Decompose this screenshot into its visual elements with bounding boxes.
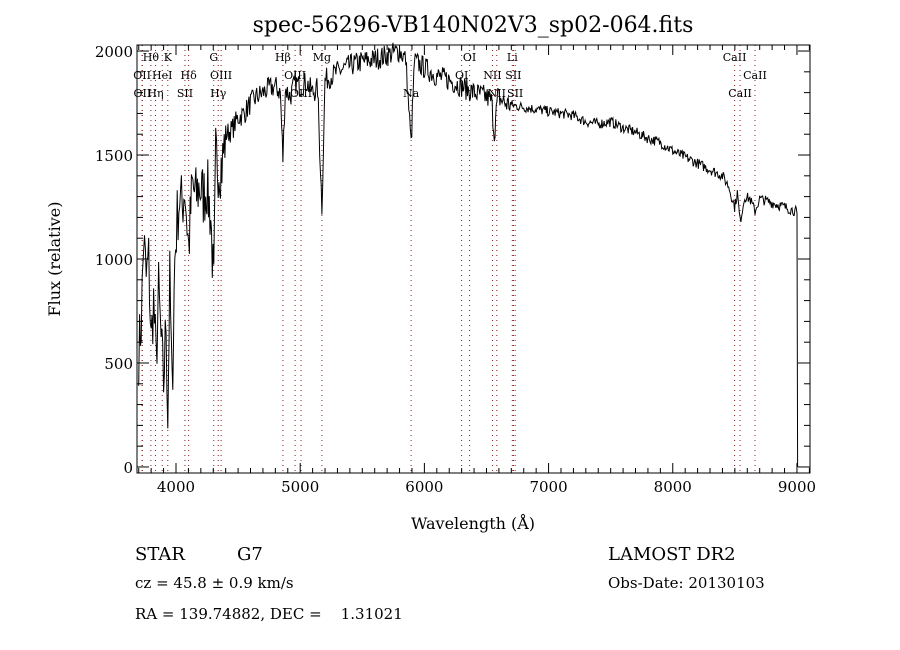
spectral-line-label: Hθ — [143, 51, 160, 64]
spectrum-series — [138, 42, 799, 468]
y-tick-label: 2000 — [95, 43, 133, 61]
plot-frame — [136, 44, 811, 474]
y-tick-label: 1500 — [95, 147, 133, 165]
x-tick-label: 4000 — [157, 478, 195, 496]
spectral-line-label: Hδ — [181, 69, 198, 82]
subclass: G7 — [237, 544, 263, 565]
spectral-line-label: Li — [507, 51, 518, 64]
spectral-line-label: HeI — [152, 69, 172, 82]
y-axis-label: Flux (relative) — [45, 202, 64, 317]
spectral-line-label: G — [209, 51, 218, 64]
x-tick-label: 8000 — [654, 478, 692, 496]
x-tick-label: 6000 — [405, 478, 443, 496]
coordinates: RA = 139.74882, DEC = 1.31021 — [135, 605, 403, 623]
x-tick-label: 7000 — [529, 478, 567, 496]
axis-ticks: 4000 5000 6000 7000 8000 9000 0 500 1000 1500 2000 — [95, 43, 816, 496]
object-class: STAR — [135, 544, 185, 565]
spectral-line-label: OI — [463, 51, 476, 64]
spectral-line-label: CaII — [743, 69, 767, 82]
spectral-line-label: CaII — [723, 51, 747, 64]
y-tick-label: 1000 — [95, 251, 133, 269]
spectral-line-label: NII — [488, 87, 506, 100]
y-tick-label: 0 — [123, 459, 133, 477]
spectral-line-label: CaII — [728, 87, 752, 100]
spectral-line-label: SII — [177, 87, 193, 100]
spectral-line-label: OIII — [210, 69, 232, 82]
spectral-line-label: SII — [507, 87, 523, 100]
spectral-line-label: OII — [133, 87, 151, 100]
redshift-text: cz = 45.8 ± 0.9 km/s — [135, 574, 294, 592]
spectral-line-label: Mg — [313, 51, 331, 64]
spectrum-line — [138, 42, 799, 468]
survey-label: LAMOST DR2 — [608, 544, 736, 565]
chart-title: spec-56296-VB140N02V3_sp02-064.fits — [253, 13, 694, 38]
spectral-line-label: K — [164, 51, 173, 64]
x-axis-label: Wavelength (Å) — [411, 513, 535, 533]
spectral-line-label: NII — [483, 69, 501, 82]
spectral-line-label: Hγ — [210, 87, 227, 100]
spectral-line-label: SII — [505, 69, 521, 82]
x-tick-label: 9000 — [778, 478, 816, 496]
y-tick-label: 500 — [104, 355, 133, 373]
spectral-line-label: Na — [403, 87, 420, 100]
obs-date: Obs-Date: 20130103 — [608, 574, 765, 592]
x-tick-label: 5000 — [281, 478, 319, 496]
spectral-line-label: Hβ — [275, 51, 291, 64]
spectral-line-label: Hη — [147, 87, 163, 100]
